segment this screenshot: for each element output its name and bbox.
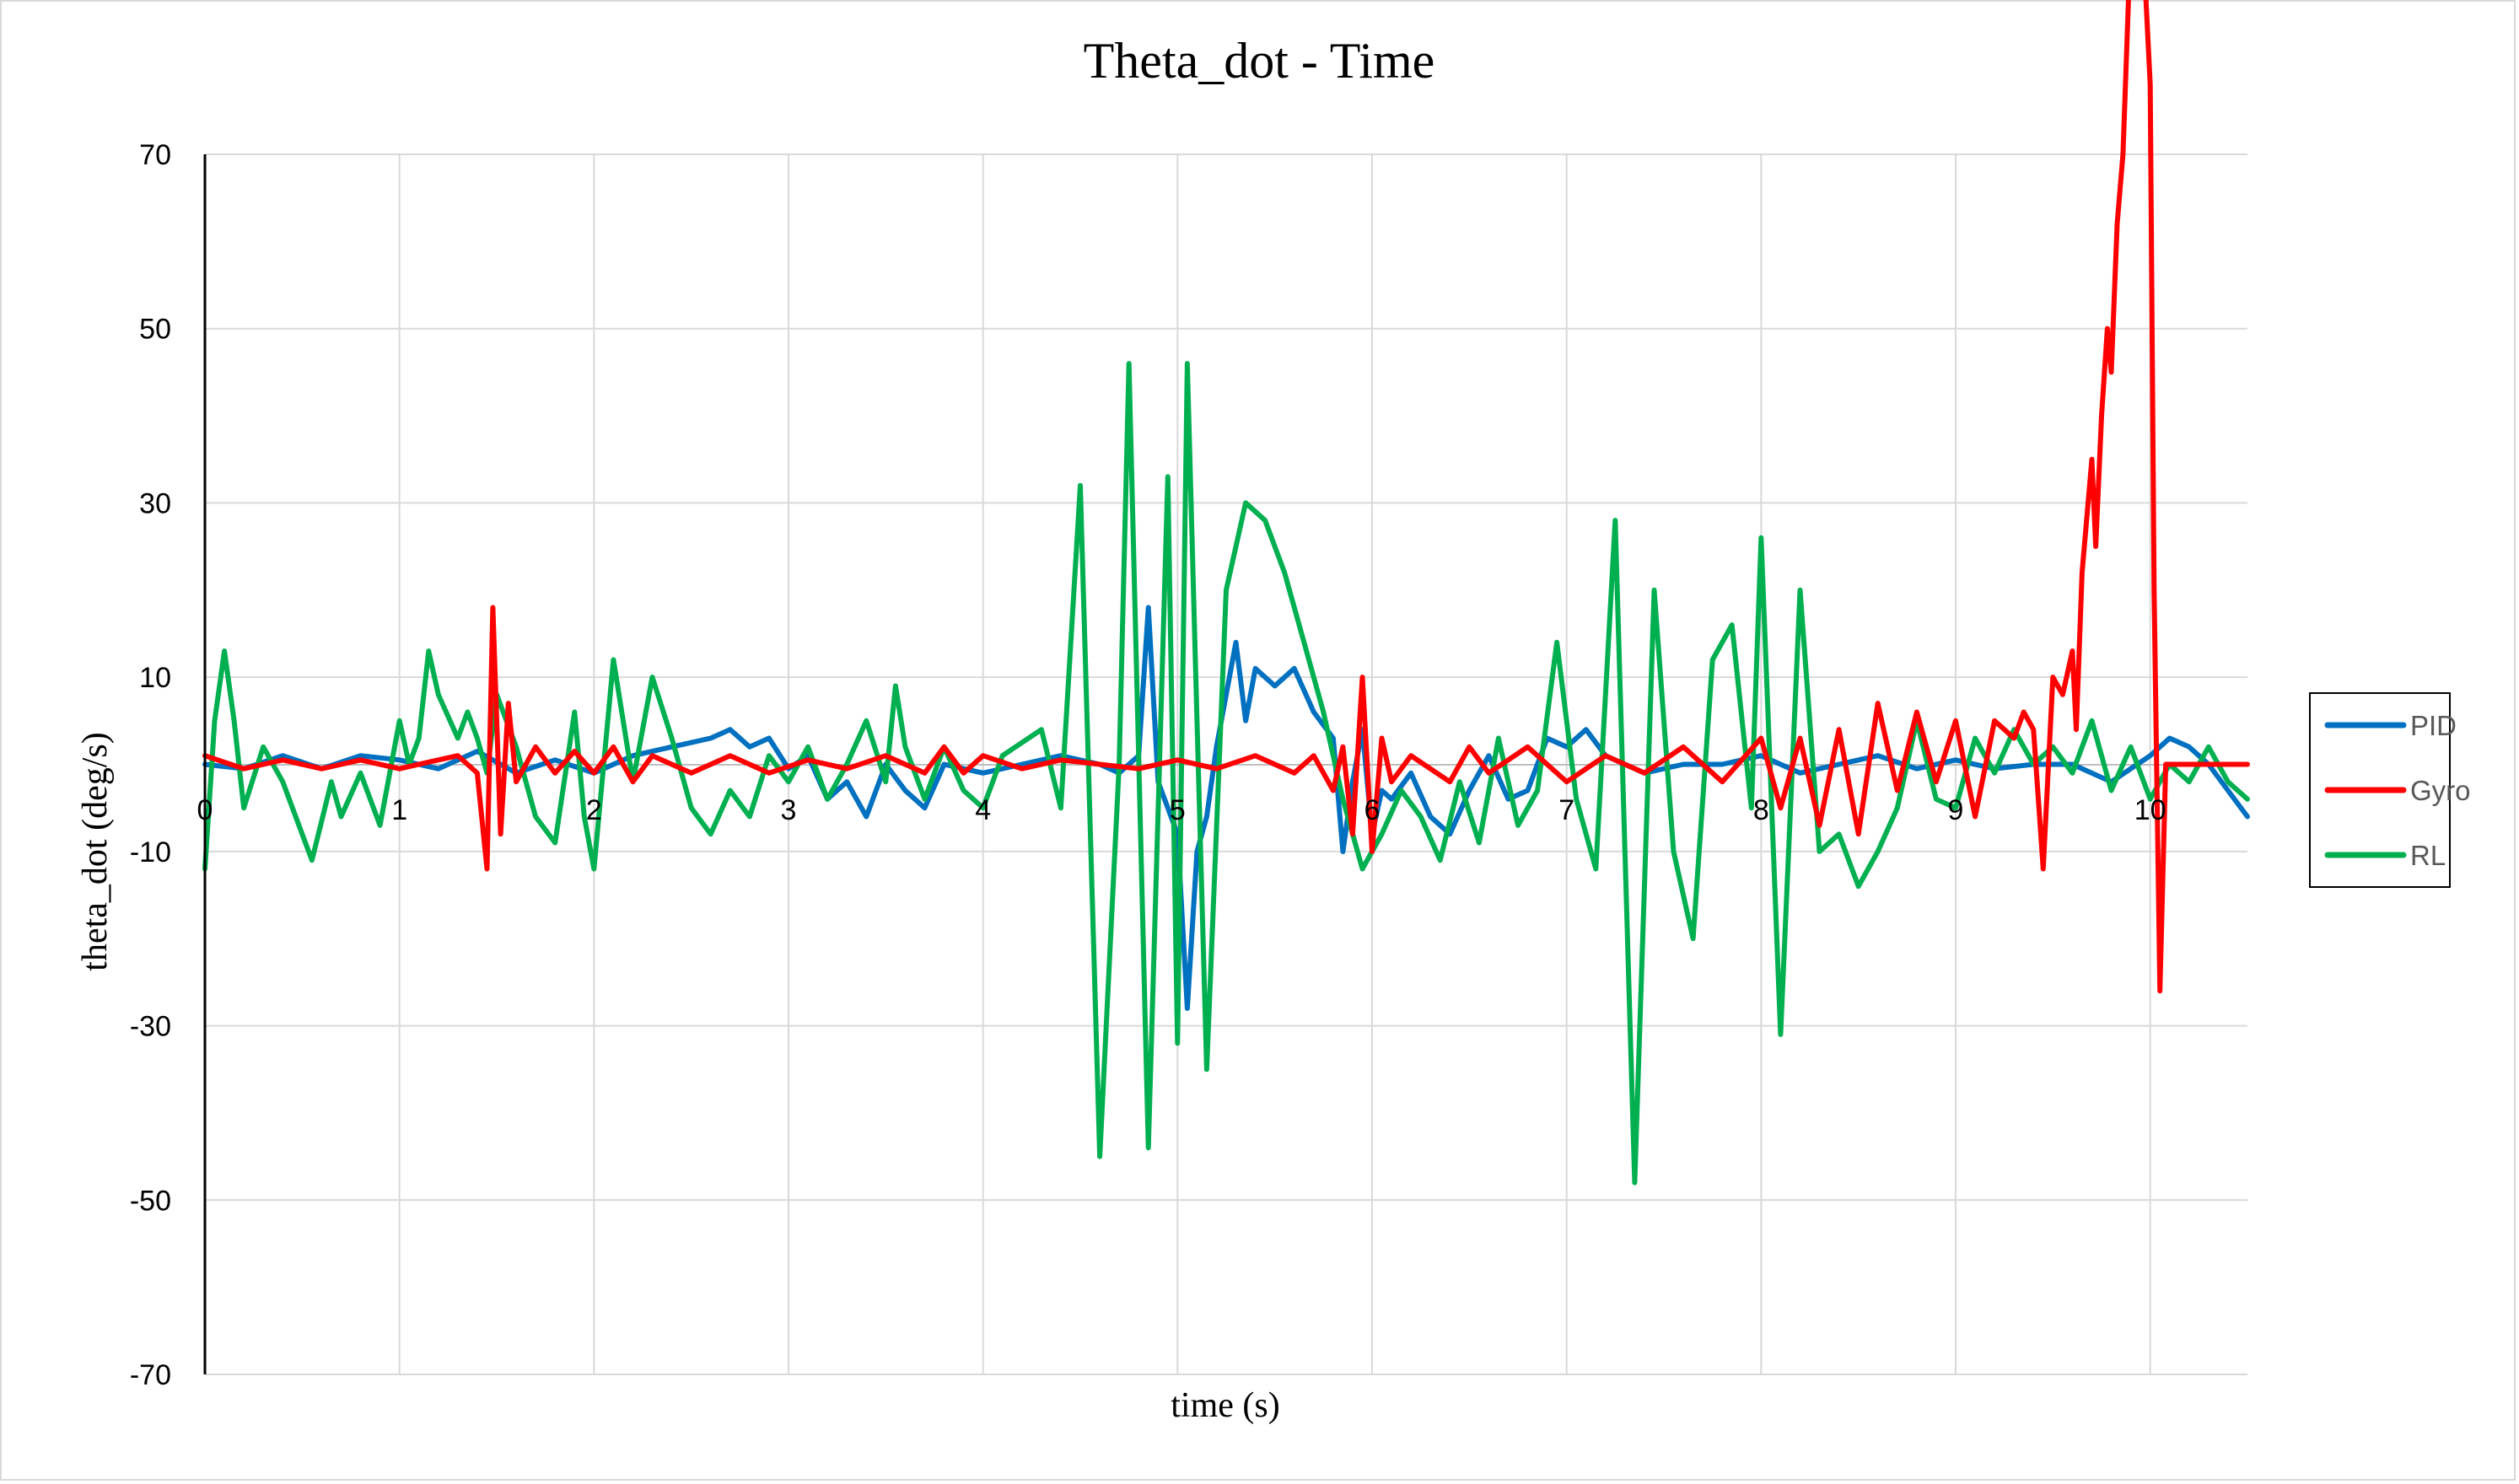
chart-title: Theta_dot - Time (1084, 33, 1435, 89)
series-line-pid (202, 605, 2250, 1011)
legend-label-gyro: Gyro (2410, 775, 2471, 806)
x-tick-label: 5 (1170, 794, 1186, 826)
y-tick-label: -70 (130, 1359, 171, 1391)
y-tick-label: -10 (130, 836, 171, 868)
x-tick-labels: 0 1 2 3 4 5 6 7 8 9 10 (197, 794, 2166, 826)
y-axis-title: theta_dot (deg/s) (76, 732, 115, 971)
x-tick-label: 8 (1753, 794, 1769, 826)
y-tick-label: 10 (139, 662, 171, 694)
legend-label-rl: RL (2410, 840, 2446, 871)
x-tick-label: 2 (586, 794, 602, 826)
x-tick-label: 6 (1364, 794, 1381, 826)
legend-label-pid: PID (2410, 710, 2457, 741)
x-tick-label: 10 (2134, 794, 2166, 826)
x-tick-label: 4 (975, 794, 991, 826)
x-tick-label: 7 (1558, 794, 1574, 826)
series-layer (202, 0, 2250, 1186)
x-axis-title: time (s) (1171, 1386, 1279, 1425)
y-tick-labels: 70 50 30 10 -10 -30 -50 -70 (130, 139, 171, 1391)
y-tick-label: 50 (139, 314, 171, 346)
x-tick-label: 9 (1948, 794, 1964, 826)
series-line-gyro (202, 0, 2250, 994)
legend: PID Gyro RL (2309, 692, 2471, 888)
x-tick-label: 3 (781, 794, 797, 826)
y-tick-label: -50 (130, 1185, 171, 1217)
y-tick-label: 30 (139, 487, 171, 519)
series-line-rl (202, 361, 2250, 1186)
x-tick-label: 0 (197, 794, 213, 826)
x-tick-label: 1 (391, 794, 407, 826)
y-tick-label: 70 (139, 139, 171, 171)
y-tick-label: -30 (130, 1011, 171, 1043)
